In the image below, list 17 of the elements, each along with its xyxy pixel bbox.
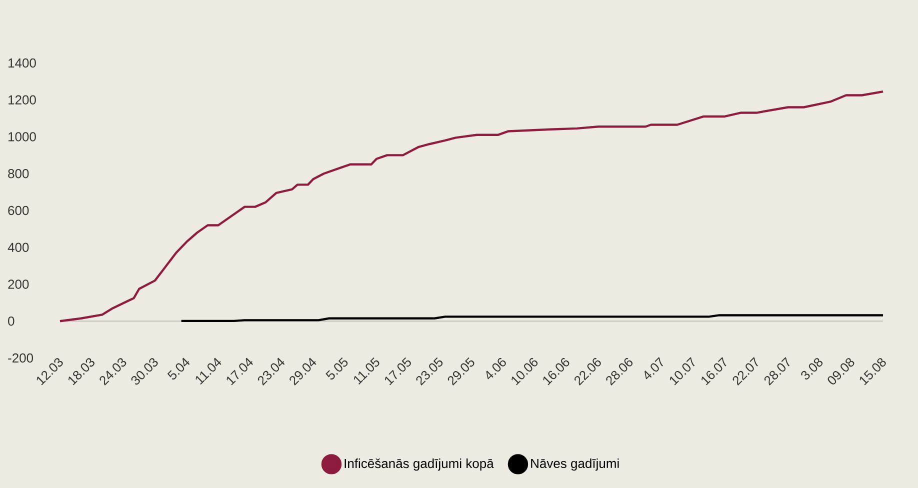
y-tick-label: 600 [8, 206, 29, 216]
y-tick-label: 0 [8, 316, 14, 326]
y-tick-label: 200 [8, 280, 29, 289]
x-tick-label: 4.06 [486, 358, 506, 380]
x-tick-label: 4.07 [644, 357, 664, 380]
x-tick-label: 3.08 [801, 358, 823, 380]
x-tick-label: 5.05 [326, 357, 348, 380]
y-tick-label: 1000 [8, 132, 36, 142]
y-tick-label: -200 [8, 353, 34, 363]
legend-label: Inficēšanās gadījumi kopā [344, 458, 494, 471]
y-tick-label: 1200 [8, 95, 36, 104]
y-tick-label: 800 [8, 169, 29, 178]
x-tick-label: 5.04 [167, 358, 190, 380]
y-tick-label: 400 [8, 242, 29, 252]
legend-label: Nāves gadījumi [531, 458, 619, 471]
y-tick-label: 1400 [8, 58, 36, 68]
line-series [58, 90, 884, 322]
